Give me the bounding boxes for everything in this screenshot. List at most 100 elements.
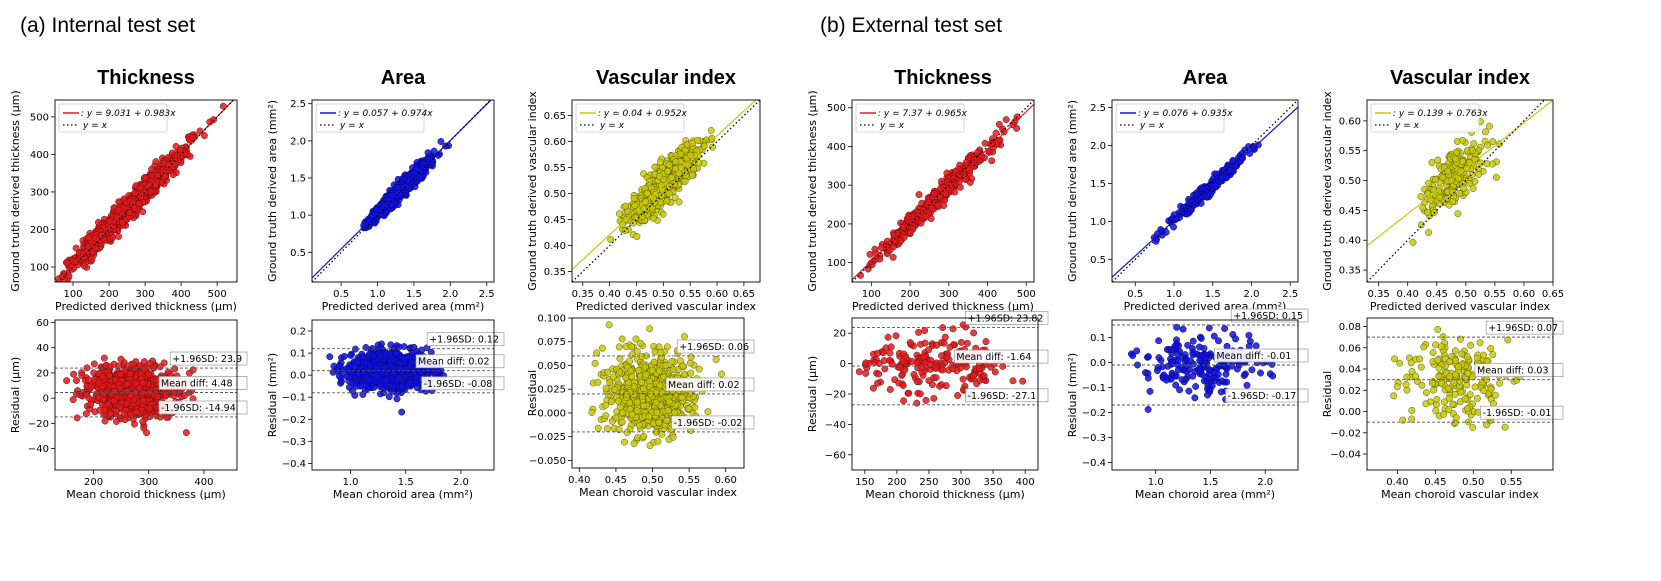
- data-point: [602, 401, 610, 409]
- chart-title: Thickness: [894, 67, 992, 89]
- x-tick-label: 200: [100, 289, 119, 300]
- data-point: [360, 368, 368, 376]
- data-point: [169, 171, 177, 179]
- legend-fit-label: : y = 0.04 + 0.952x: [598, 109, 688, 119]
- data-point: [658, 430, 666, 438]
- data-point: [181, 150, 189, 157]
- plot-frame: [54, 99, 238, 283]
- data-point: [395, 374, 403, 382]
- annotation-label: Mean diff: 0.02: [418, 357, 490, 368]
- legend-box: [575, 103, 685, 133]
- data-point: [63, 259, 71, 267]
- data-point: [646, 442, 654, 450]
- data-point: [707, 127, 715, 134]
- data-point: [688, 171, 696, 179]
- data-point: [418, 368, 426, 376]
- y-tick-label: −40: [28, 444, 49, 455]
- data-point: [85, 233, 93, 241]
- data-point: [346, 374, 354, 381]
- data-point: [72, 390, 80, 398]
- y-axis-label: Ground truth derived area (mm²): [266, 100, 279, 282]
- x-tick-label: 300: [139, 477, 158, 488]
- data-point: [373, 364, 381, 372]
- annotation-label: -1.96SD: -0.08: [424, 379, 493, 390]
- data-point: [635, 366, 643, 374]
- data-point: [406, 379, 414, 386]
- data-point: [148, 165, 156, 173]
- data-point: [602, 384, 610, 392]
- data-point: [377, 352, 385, 360]
- y-tick-label: 20: [36, 368, 49, 379]
- data-point: [656, 381, 664, 389]
- y-tick-label: 0.65: [544, 111, 566, 122]
- plot-frame: [571, 99, 761, 283]
- data-point: [655, 419, 663, 426]
- points-layer: [588, 321, 725, 450]
- x-tick-label: 0.45: [605, 475, 627, 486]
- data-point: [671, 194, 679, 202]
- y-tick-label: 0.60: [544, 137, 566, 148]
- data-point: [628, 411, 636, 418]
- data-point: [363, 381, 371, 389]
- data-point: [630, 440, 638, 447]
- data-point: [91, 234, 99, 242]
- chart-title: Vascular index: [596, 67, 736, 89]
- data-point: [437, 138, 445, 145]
- legend-fit-label: : y = 0.057 + 0.974x: [338, 109, 433, 119]
- data-point: [704, 408, 712, 416]
- y-tick-label: 0.55: [544, 163, 566, 174]
- data-point: [668, 357, 676, 365]
- y-axis-label: Residual (mm²): [266, 353, 279, 437]
- annotation-box: [671, 415, 755, 430]
- y-axis-label: Ground truth derived thickness (μm): [9, 90, 22, 291]
- data-point: [129, 360, 137, 368]
- chart-title: Area: [381, 67, 426, 89]
- data-point: [101, 406, 109, 414]
- data-point: [622, 374, 630, 382]
- data-point: [615, 343, 623, 351]
- data-point: [616, 355, 624, 363]
- data-point: [672, 158, 680, 166]
- annotation-label: +1.96SD: 0.12: [429, 335, 499, 346]
- x-axis-label: Mean choroid vascular index: [579, 486, 737, 499]
- annotation-label: -1.96SD: -14.94: [161, 403, 236, 414]
- section-label-internal: (a) Internal test set: [20, 14, 196, 37]
- data-point: [63, 377, 71, 385]
- x-tick-label: 2.0: [442, 289, 458, 300]
- y-axis-label: Residual: [526, 370, 539, 416]
- data-point: [619, 221, 626, 229]
- data-point: [657, 198, 664, 206]
- y-tick-label: 400: [30, 150, 49, 161]
- data-point: [139, 396, 147, 404]
- data-point: [182, 429, 190, 437]
- data-point: [649, 366, 656, 374]
- data-point: [662, 361, 670, 369]
- points-layer: [55, 102, 227, 282]
- data-point: [640, 205, 648, 213]
- data-point: [101, 417, 109, 425]
- x-tick-label: 0.35: [572, 289, 594, 300]
- data-point: [636, 339, 644, 347]
- data-point: [614, 397, 622, 405]
- x-tick-label: 0.55: [679, 289, 701, 300]
- data-point: [100, 354, 108, 362]
- x-tick-label: 0.50: [652, 289, 674, 300]
- data-point: [633, 347, 641, 355]
- data-point: [140, 424, 148, 432]
- data-point: [117, 355, 125, 363]
- chart-title: Thickness: [97, 67, 195, 89]
- annotation-box: [421, 376, 505, 391]
- data-point: [687, 369, 695, 377]
- data-point: [433, 368, 441, 376]
- x-tick-label: 0.40: [568, 475, 590, 486]
- data-point: [606, 378, 614, 386]
- data-point: [116, 384, 124, 392]
- data-point: [90, 360, 98, 368]
- data-point: [188, 133, 196, 141]
- x-axis-label: Mean choroid area (mm²): [333, 488, 473, 501]
- annotation-box: [158, 376, 248, 390]
- data-point: [156, 363, 164, 371]
